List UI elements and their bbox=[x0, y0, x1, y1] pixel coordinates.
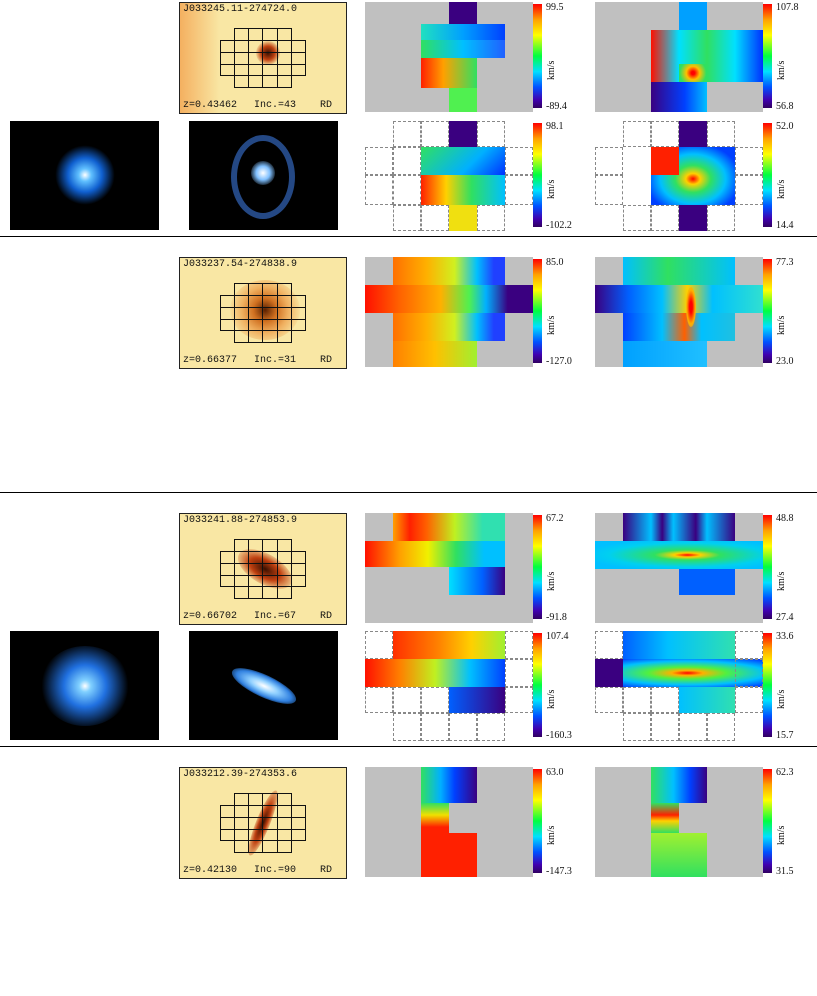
simulated-galaxy-image bbox=[10, 631, 159, 740]
inclination: Inc.=67 bbox=[254, 611, 297, 622]
velocity-unit: km/s bbox=[546, 825, 557, 845]
redshift: z=0.66377 bbox=[183, 355, 238, 366]
velocity-map bbox=[365, 513, 533, 623]
ifu-grid bbox=[220, 283, 306, 343]
hst-stamp: J033237.54-274838.9 z=0.66377 Inc.=31 RD bbox=[179, 257, 347, 369]
dispersion-max: 48.8 bbox=[776, 513, 794, 524]
kinematic-class: RD bbox=[320, 865, 333, 876]
velocity-unit: km/s bbox=[546, 60, 557, 80]
hst-stamp: J033212.39-274353.6 z=0.42130 Inc.=90 RD bbox=[179, 767, 347, 879]
redshift: z=0.42130 bbox=[183, 865, 238, 876]
dispersion-unit: km/s bbox=[776, 825, 787, 845]
model-velocity-min: -160.3 bbox=[546, 730, 572, 741]
inclination: Inc.=43 bbox=[254, 100, 297, 111]
ifu-grid bbox=[220, 793, 306, 853]
model-velocity-unit: km/s bbox=[546, 689, 557, 709]
row-separator bbox=[0, 746, 817, 747]
dispersion-unit: km/s bbox=[776, 315, 787, 335]
velocity-min: -89.4 bbox=[546, 101, 567, 112]
dispersion-unit: km/s bbox=[776, 60, 787, 80]
model-dispersion-max: 52.0 bbox=[776, 121, 794, 132]
model-velocity-colorbar bbox=[533, 123, 542, 227]
velocity-unit: km/s bbox=[546, 571, 557, 591]
redshift: z=0.66702 bbox=[183, 611, 238, 622]
kinematic-class: RD bbox=[320, 355, 333, 366]
model-dispersion-min: 15.7 bbox=[776, 730, 794, 741]
dispersion-max: 62.3 bbox=[776, 767, 794, 778]
dispersion-colorbar bbox=[763, 515, 772, 619]
velocity-min: -91.8 bbox=[546, 612, 567, 623]
redshift: z=0.43462 bbox=[183, 100, 238, 111]
row-separator bbox=[0, 236, 817, 237]
hst-galaxy-image bbox=[189, 631, 338, 740]
velocity-max: 99.5 bbox=[546, 2, 564, 13]
dispersion-min: 27.4 bbox=[776, 612, 794, 623]
object-id: J033241.88-274853.9 bbox=[183, 515, 298, 526]
row-separator bbox=[0, 492, 817, 493]
dispersion-map bbox=[595, 513, 763, 623]
model-dispersion-colorbar bbox=[763, 633, 772, 737]
velocity-map bbox=[365, 767, 533, 877]
model-dispersion-max: 33.6 bbox=[776, 631, 794, 642]
dispersion-map bbox=[595, 767, 763, 877]
model-velocity-max: 107.4 bbox=[546, 631, 569, 642]
hst-stamp: J033241.88-274853.9 z=0.66702 Inc.=67 RD bbox=[179, 513, 347, 625]
dispersion-unit: km/s bbox=[776, 571, 787, 591]
dispersion-map bbox=[595, 257, 763, 367]
model-velocity-max: 98.1 bbox=[546, 121, 564, 132]
velocity-map bbox=[365, 257, 533, 367]
model-velocity-colorbar bbox=[533, 633, 542, 737]
dispersion-colorbar bbox=[763, 769, 772, 873]
model-dispersion-map bbox=[595, 121, 763, 231]
model-dispersion-unit: km/s bbox=[776, 689, 787, 709]
dispersion-min: 23.0 bbox=[776, 356, 794, 367]
dispersion-colorbar bbox=[763, 4, 772, 108]
hst-stamp: J033245.11-274724.0 z=0.43462 Inc.=43 RD bbox=[179, 2, 347, 114]
velocity-max: 63.0 bbox=[546, 767, 564, 778]
model-dispersion-colorbar bbox=[763, 123, 772, 227]
velocity-colorbar bbox=[533, 4, 542, 108]
model-velocity-map bbox=[365, 631, 533, 741]
dispersion-min: 56.8 bbox=[776, 101, 794, 112]
object-id: J033237.54-274838.9 bbox=[183, 259, 298, 270]
object-id: J033212.39-274353.6 bbox=[183, 769, 298, 780]
inclination: Inc.=90 bbox=[254, 865, 297, 876]
kinematic-class: RD bbox=[320, 611, 333, 622]
velocity-max: 85.0 bbox=[546, 257, 564, 268]
model-dispersion-min: 14.4 bbox=[776, 220, 794, 231]
velocity-colorbar bbox=[533, 769, 542, 873]
ifu-grid bbox=[220, 539, 306, 599]
hst-galaxy-image bbox=[189, 121, 338, 230]
model-velocity-map bbox=[365, 121, 533, 231]
dispersion-map bbox=[595, 2, 763, 112]
model-dispersion-map bbox=[595, 631, 763, 741]
kinematic-class: RD bbox=[320, 100, 333, 111]
stamp-glow bbox=[180, 3, 220, 113]
dispersion-colorbar bbox=[763, 259, 772, 363]
velocity-max: 67.2 bbox=[546, 513, 564, 524]
inclination: Inc.=31 bbox=[254, 355, 297, 366]
model-velocity-unit: km/s bbox=[546, 179, 557, 199]
ifu-grid bbox=[220, 28, 306, 88]
velocity-colorbar bbox=[533, 259, 542, 363]
velocity-colorbar bbox=[533, 515, 542, 619]
velocity-min: -127.0 bbox=[546, 356, 572, 367]
model-dispersion-unit: km/s bbox=[776, 179, 787, 199]
dispersion-max: 77.3 bbox=[776, 257, 794, 268]
velocity-map bbox=[365, 2, 533, 112]
velocity-unit: km/s bbox=[546, 315, 557, 335]
dispersion-max: 107.8 bbox=[776, 2, 799, 13]
velocity-min: -147.3 bbox=[546, 866, 572, 877]
simulated-galaxy-image bbox=[10, 121, 159, 230]
dispersion-min: 31.5 bbox=[776, 866, 794, 877]
object-id: J033245.11-274724.0 bbox=[183, 4, 298, 15]
model-velocity-min: -102.2 bbox=[546, 220, 572, 231]
